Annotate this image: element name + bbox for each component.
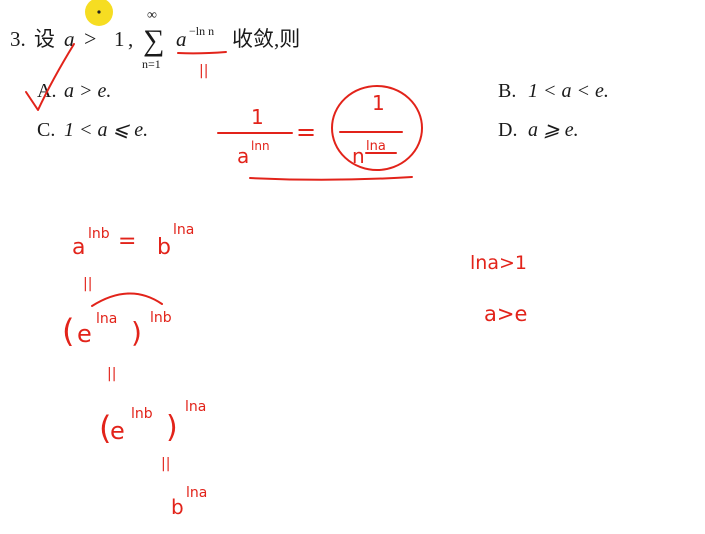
frac-right-num: 1 <box>372 91 385 115</box>
answer-circle <box>331 85 423 171</box>
gt-sign: > <box>84 26 96 51</box>
condition-lna-gt-1: lna>1 <box>470 252 527 274</box>
frac-left-den-exp: lnn <box>251 139 270 153</box>
identity-right-base: b <box>157 235 171 260</box>
step2-inner-exp: lnb <box>131 406 153 422</box>
problem-number: 3. <box>10 27 26 51</box>
step1-close-paren: ) <box>131 316 142 349</box>
step2-equals: || <box>107 366 116 382</box>
step2-base: e <box>110 417 125 445</box>
frac-right-den-base: n <box>352 144 365 168</box>
problem-statement: 3. 设 a > 1 , ∞ ∑ n=1 a −ln n 收敛,则 A. a >… <box>10 8 609 141</box>
term-base: a <box>176 27 187 51</box>
option-d-label: D. <box>498 119 517 141</box>
frac-left-den-base: a <box>237 144 249 168</box>
equals-mark-vertical: || <box>199 63 208 79</box>
stem-lead: 设 <box>34 27 55 51</box>
cursor-dot <box>97 10 101 14</box>
step1-arc <box>91 292 163 307</box>
frac-right-den-exp: lna <box>366 139 386 154</box>
option-b-label: B. <box>498 80 516 102</box>
step1-inner-exp: lna <box>96 311 117 327</box>
step3-base: b <box>171 495 184 519</box>
identity-left-base: a <box>72 235 85 260</box>
var-a: a <box>64 27 75 51</box>
frac-left-num: 1 <box>251 105 264 129</box>
step2-open-paren: ( <box>99 409 111 447</box>
stem-tail: 收敛,则 <box>232 27 300 51</box>
option-b-text: 1 < a < e. <box>528 80 609 102</box>
option-c-text: 1 < a ⩽ e. <box>64 119 148 141</box>
sum-bottom: n=1 <box>142 57 161 71</box>
step2-outer-exp: lna <box>185 399 206 415</box>
equation-underline <box>249 176 413 181</box>
step1-outer-exp: lnb <box>150 310 172 326</box>
term-exponent: −ln n <box>189 24 214 38</box>
identity-right-exp: lna <box>173 222 194 238</box>
option-c-label: C. <box>37 119 55 141</box>
comma: , <box>128 27 133 51</box>
identity-left-exp: lnb <box>88 226 110 242</box>
step3-equals: || <box>161 456 170 472</box>
step1-open-paren: ( <box>62 312 74 350</box>
condition-a-gt-e: a>e <box>484 302 527 326</box>
sum-symbol: ∑ <box>143 24 164 57</box>
step3-exp: lna <box>186 485 207 501</box>
sum-top: ∞ <box>147 8 157 23</box>
checkmark-icon <box>25 43 75 111</box>
option-d-text: a ⩾ e. <box>528 119 579 141</box>
step1-base: e <box>77 320 92 348</box>
option-a-text: a > e. <box>64 80 111 102</box>
identity-equals: = <box>118 229 136 254</box>
handwriting: || 1 a lnn = 1 n lna a lnb = b lna || ( … <box>25 43 527 519</box>
frac-equals: = <box>296 118 316 146</box>
term-underline <box>177 51 227 55</box>
step2-close-paren: ) <box>166 410 178 445</box>
step1-equals: || <box>83 276 92 292</box>
one: 1 <box>114 27 125 51</box>
